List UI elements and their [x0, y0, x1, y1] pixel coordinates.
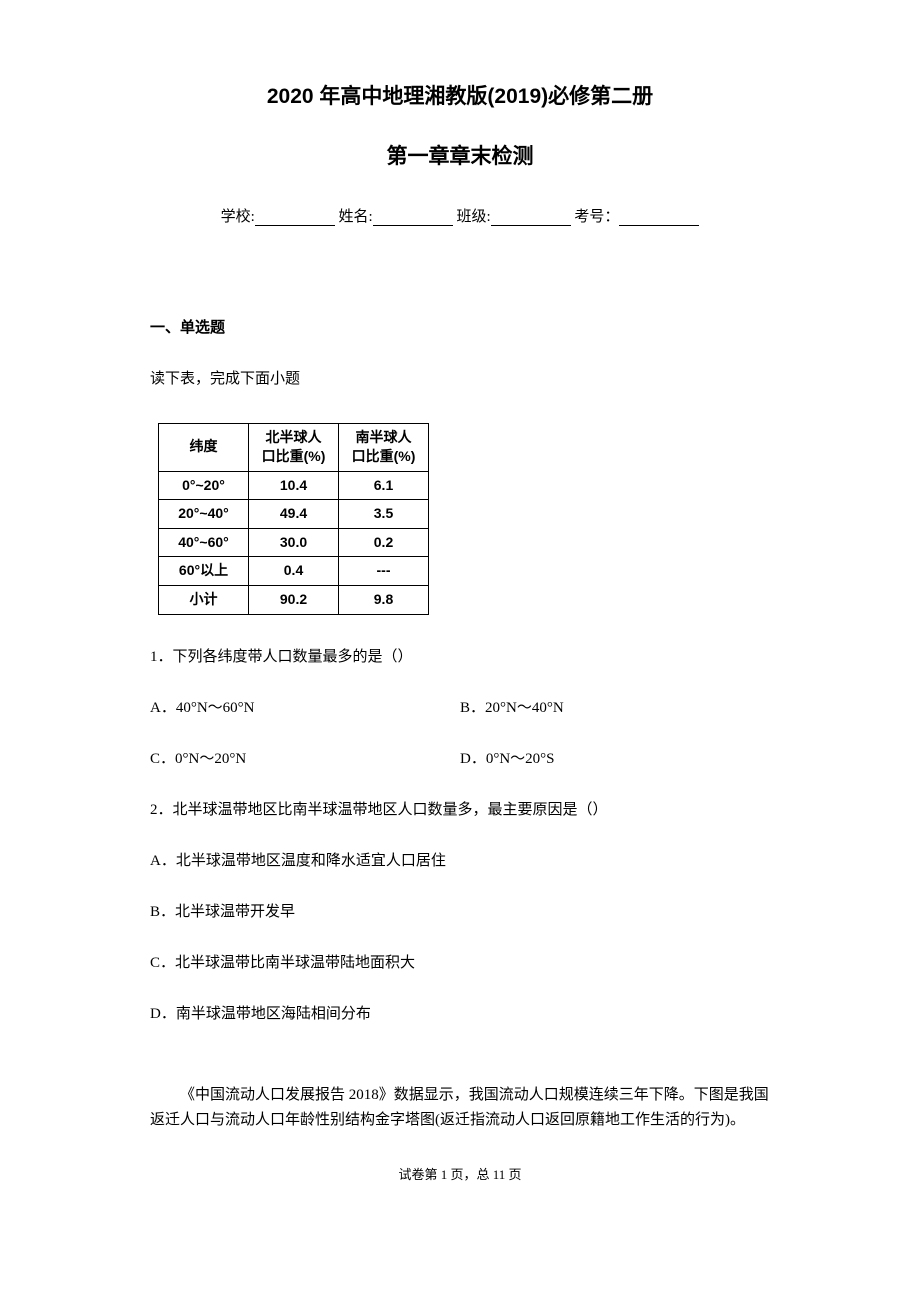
cell: 3.5: [339, 500, 429, 529]
sub-title: 第一章章末检测: [150, 140, 770, 170]
name-blank[interactable]: [373, 210, 453, 226]
q1-option-b[interactable]: B．20°N～40°N: [460, 696, 770, 717]
q1-option-d[interactable]: D．0°N～20°S: [460, 747, 770, 768]
latitude-population-table: 纬度 北半球人口比重(%) 南半球人口比重(%) 0°~20° 10.4 6.1…: [158, 423, 429, 615]
table-row: 小计 90.2 9.8: [159, 586, 429, 615]
name-label: 姓名:: [339, 209, 373, 225]
question-2: 2．北半球温带地区比南半球温带地区人口数量多，最主要原因是（）: [150, 798, 770, 819]
cell: 0.2: [339, 528, 429, 557]
table-row: 60°以上 0.4 ---: [159, 557, 429, 586]
q2-option-d[interactable]: D．南半球温带地区海陆相间分布: [150, 1002, 770, 1023]
q1-options-row1: A．40°N～60°N B．20°N～40°N: [150, 696, 770, 717]
cell: 49.4: [249, 500, 339, 529]
cell: 小计: [159, 586, 249, 615]
examno-blank[interactable]: [619, 210, 699, 226]
table-row: 0°~20° 10.4 6.1: [159, 471, 429, 500]
class-label: 班级:: [456, 209, 490, 225]
cell: 40°~60°: [159, 528, 249, 557]
section-heading: 一、单选题: [150, 316, 770, 337]
intro-paragraph: 读下表，完成下面小题: [150, 367, 770, 393]
q1-options-row2: C．0°N～20°N D．0°N～20°S: [150, 747, 770, 768]
cell: 0°~20°: [159, 471, 249, 500]
student-info-line: 学校: 姓名: 班级: 考号：: [150, 205, 770, 226]
school-label: 学校:: [221, 209, 255, 225]
page-footer: 试卷第 1 页，总 11 页: [150, 1164, 770, 1183]
q2-option-b[interactable]: B．北半球温带开发早: [150, 900, 770, 921]
q1-option-a[interactable]: A．40°N～60°N: [150, 696, 460, 717]
cell: 10.4: [249, 471, 339, 500]
cell: 60°以上: [159, 557, 249, 586]
cell: ---: [339, 557, 429, 586]
header-latitude: 纬度: [159, 423, 249, 471]
cell: 90.2: [249, 586, 339, 615]
header-north: 北半球人口比重(%): [249, 423, 339, 471]
table-row: 20°~40° 49.4 3.5: [159, 500, 429, 529]
examno-label: 考号：: [574, 209, 619, 225]
table-header-row: 纬度 北半球人口比重(%) 南半球人口比重(%): [159, 423, 429, 471]
passage-2: 《中国流动人口发展报告 2018》数据显示，我国流动人口规模连续三年下降。下图是…: [150, 1083, 770, 1134]
header-south: 南半球人口比重(%): [339, 423, 429, 471]
class-blank[interactable]: [491, 210, 571, 226]
cell: 0.4: [249, 557, 339, 586]
exam-page: 2020 年高中地理湘教版(2019)必修第二册 第一章章末检测 学校: 姓名:…: [0, 0, 920, 1223]
q2-option-c[interactable]: C．北半球温带比南半球温带陆地面积大: [150, 951, 770, 972]
main-title: 2020 年高中地理湘教版(2019)必修第二册: [150, 80, 770, 110]
question-1: 1．下列各纬度带人口数量最多的是（）: [150, 645, 770, 666]
q1-option-c[interactable]: C．0°N～20°N: [150, 747, 460, 768]
table-row: 40°~60° 30.0 0.2: [159, 528, 429, 557]
school-blank[interactable]: [255, 210, 335, 226]
cell: 20°~40°: [159, 500, 249, 529]
cell: 6.1: [339, 471, 429, 500]
cell: 30.0: [249, 528, 339, 557]
cell: 9.8: [339, 586, 429, 615]
q2-option-a[interactable]: A．北半球温带地区温度和降水适宜人口居住: [150, 849, 770, 870]
